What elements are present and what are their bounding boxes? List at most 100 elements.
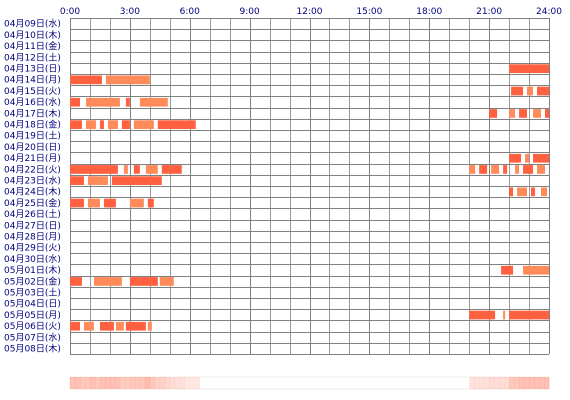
activity-bar xyxy=(70,165,118,174)
activity-bar xyxy=(70,321,80,331)
summary-strip-cell xyxy=(514,377,520,389)
summary-strip-cell xyxy=(99,377,106,389)
summary-strip-cell xyxy=(79,377,86,389)
activity-bar xyxy=(509,310,549,320)
row-label: 04月20日(日) xyxy=(4,142,61,153)
x-tick-label: 0:00 xyxy=(60,7,80,17)
row-label: 05月06日(火) xyxy=(4,321,61,332)
summary-strip-cell xyxy=(479,377,485,389)
summary-strip-cell xyxy=(129,377,136,389)
row-label: 04月17日(木) xyxy=(4,107,61,119)
row-label: 04月12日(土) xyxy=(4,51,61,63)
activity-bar xyxy=(107,120,118,129)
activity-bar xyxy=(123,165,128,174)
activity-bar xyxy=(489,109,498,118)
summary-strip-cell xyxy=(494,377,500,389)
activity-bar xyxy=(541,187,548,197)
activity-bar xyxy=(125,97,130,107)
x-tick-label: 21:00 xyxy=(476,7,502,17)
activity-bar xyxy=(93,277,122,286)
activity-bar xyxy=(161,165,182,174)
row-label: 04月11日(金) xyxy=(4,40,61,52)
activity-bar xyxy=(501,265,514,275)
activity-bar xyxy=(70,75,102,85)
activity-bar xyxy=(70,176,84,185)
activity-bar xyxy=(105,75,150,85)
activity-bar xyxy=(525,153,530,163)
row-label: 04月10日(木) xyxy=(4,29,61,41)
activity-bar xyxy=(83,321,94,331)
activity-bar xyxy=(147,321,152,331)
activity-bar xyxy=(129,277,158,286)
activity-bar xyxy=(533,153,549,163)
activity-bar xyxy=(503,310,506,320)
activity-bar xyxy=(70,198,84,208)
row-label: 04月29日(火) xyxy=(4,243,61,254)
summary-strip-cell xyxy=(534,377,540,389)
activity-bar xyxy=(509,187,514,197)
summary-strip-cell xyxy=(469,377,475,389)
row-label: 04月15日(火) xyxy=(4,86,61,97)
summary-strip-cell xyxy=(524,377,530,389)
activity-bar xyxy=(159,277,174,286)
row-label: 05月07日(水) xyxy=(4,331,61,343)
activity-bar xyxy=(133,165,140,174)
activity-bar xyxy=(509,109,516,118)
x-tick-label: 6:00 xyxy=(180,7,200,17)
x-tick-label: 24:00 xyxy=(536,7,562,17)
summary-strip-cell xyxy=(144,377,151,389)
activity-bar xyxy=(139,97,168,107)
x-tick-label: 18:00 xyxy=(416,7,442,17)
activity-bar xyxy=(85,120,96,129)
activity-bar xyxy=(491,165,500,174)
row-label: 04月22日(火) xyxy=(4,164,61,175)
summary-strip-cell xyxy=(539,377,545,389)
x-tick-label: 3:00 xyxy=(120,7,140,17)
summary-strip-cell xyxy=(70,377,76,389)
summary-strip-cell xyxy=(114,377,121,389)
activity-bar xyxy=(115,321,124,331)
summary-strip-cell xyxy=(89,377,96,389)
row-label: 04月14日(月) xyxy=(4,75,61,86)
row-label: 04月23日(水) xyxy=(4,175,61,187)
activity-bar xyxy=(103,198,116,208)
row-label: 04月27日(日) xyxy=(4,220,61,231)
row-labels: 04月09日(水)04月10日(木)04月11日(金)04月12日(土)04月1… xyxy=(4,18,61,355)
row-label: 05月08日(木) xyxy=(4,343,61,355)
activity-bar xyxy=(509,153,522,163)
activity-bar xyxy=(147,198,154,208)
summary-strip-cell xyxy=(489,377,495,389)
summary-strip-cell xyxy=(504,377,510,389)
activity-bar xyxy=(527,86,534,96)
row-label: 04月19日(土) xyxy=(4,130,61,142)
activity-bar xyxy=(99,321,114,331)
summary-strip-cell xyxy=(509,377,515,389)
activity-bar xyxy=(517,187,528,197)
activity-bar xyxy=(537,165,546,174)
row-label: 05月03日(土) xyxy=(4,287,61,299)
summary-strip-cell xyxy=(499,377,505,389)
summary-strip-cell xyxy=(184,377,191,389)
row-label: 04月30日(水) xyxy=(4,253,61,265)
activity-bar xyxy=(531,187,536,197)
activity-bar xyxy=(515,165,520,174)
row-label: 05月02日(金) xyxy=(4,275,61,287)
activity-bar xyxy=(85,97,120,107)
activity-bar xyxy=(111,176,162,185)
summary-strip-cell xyxy=(149,377,156,389)
activity-bar xyxy=(545,109,549,118)
summary-strip-cell xyxy=(519,377,525,389)
summary-strip-cell xyxy=(94,377,101,389)
summary-strip-cell xyxy=(119,377,126,389)
x-tick-labels: 0:00 3:00 6:00 9:00 12:00 15:00 18:00 21:00 24:0… xyxy=(60,7,562,17)
activity-bar xyxy=(99,120,104,129)
activity-bar xyxy=(503,165,508,174)
summary-strip-cell xyxy=(84,377,91,389)
activity-bar xyxy=(129,198,144,208)
activity-bar xyxy=(70,97,80,107)
activity-bar xyxy=(511,86,524,96)
row-label: 05月04日(日) xyxy=(4,299,61,310)
activity-bars xyxy=(70,64,549,331)
x-tick-label: 9:00 xyxy=(240,7,260,17)
